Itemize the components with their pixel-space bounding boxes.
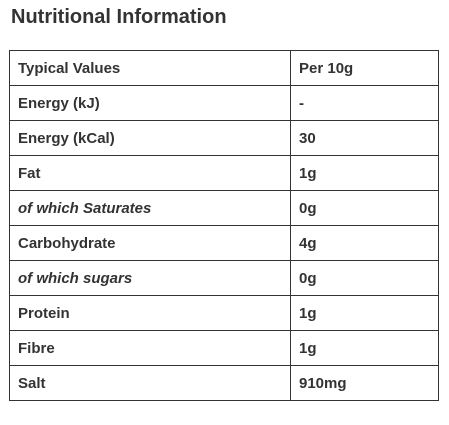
row-label: Carbohydrate xyxy=(9,225,291,261)
table-header-row: Typical Values Per 10g xyxy=(9,50,439,86)
table-row-fibre: Fibre 1g xyxy=(9,330,439,366)
row-label: Energy (kCal) xyxy=(9,120,291,156)
table-row-energy-kj: Energy (kJ) - xyxy=(9,85,439,121)
row-value: 0g xyxy=(290,260,439,296)
table-row-protein: Protein 1g xyxy=(9,295,439,331)
row-value: - xyxy=(290,85,439,121)
row-label: of which Saturates xyxy=(9,190,291,226)
row-label: Salt xyxy=(9,365,291,401)
table-row-saturates: of which Saturates 0g xyxy=(9,190,439,226)
row-value: 0g xyxy=(290,190,439,226)
nutrition-table: Typical Values Per 10g Energy (kJ) - Ene… xyxy=(9,50,439,401)
row-value: 1g xyxy=(290,330,439,366)
row-value: 910mg xyxy=(290,365,439,401)
header-cell-typical-values: Typical Values xyxy=(9,50,291,86)
row-label: Protein xyxy=(9,295,291,331)
row-label: Fat xyxy=(9,155,291,191)
row-value: 1g xyxy=(290,155,439,191)
row-label: Fibre xyxy=(9,330,291,366)
row-value: 4g xyxy=(290,225,439,261)
row-value: 30 xyxy=(290,120,439,156)
page-title: Nutritional Information xyxy=(11,6,227,28)
table-row-sugars: of which sugars 0g xyxy=(9,260,439,296)
table-row-salt: Salt 910mg xyxy=(9,365,439,401)
header-cell-per-10g: Per 10g xyxy=(290,50,439,86)
row-label: of which sugars xyxy=(9,260,291,296)
table-row-energy-kcal: Energy (kCal) 30 xyxy=(9,120,439,156)
row-label: Energy (kJ) xyxy=(9,85,291,121)
table-row-fat: Fat 1g xyxy=(9,155,439,191)
row-value: 1g xyxy=(290,295,439,331)
table-row-carbohydrate: Carbohydrate 4g xyxy=(9,225,439,261)
